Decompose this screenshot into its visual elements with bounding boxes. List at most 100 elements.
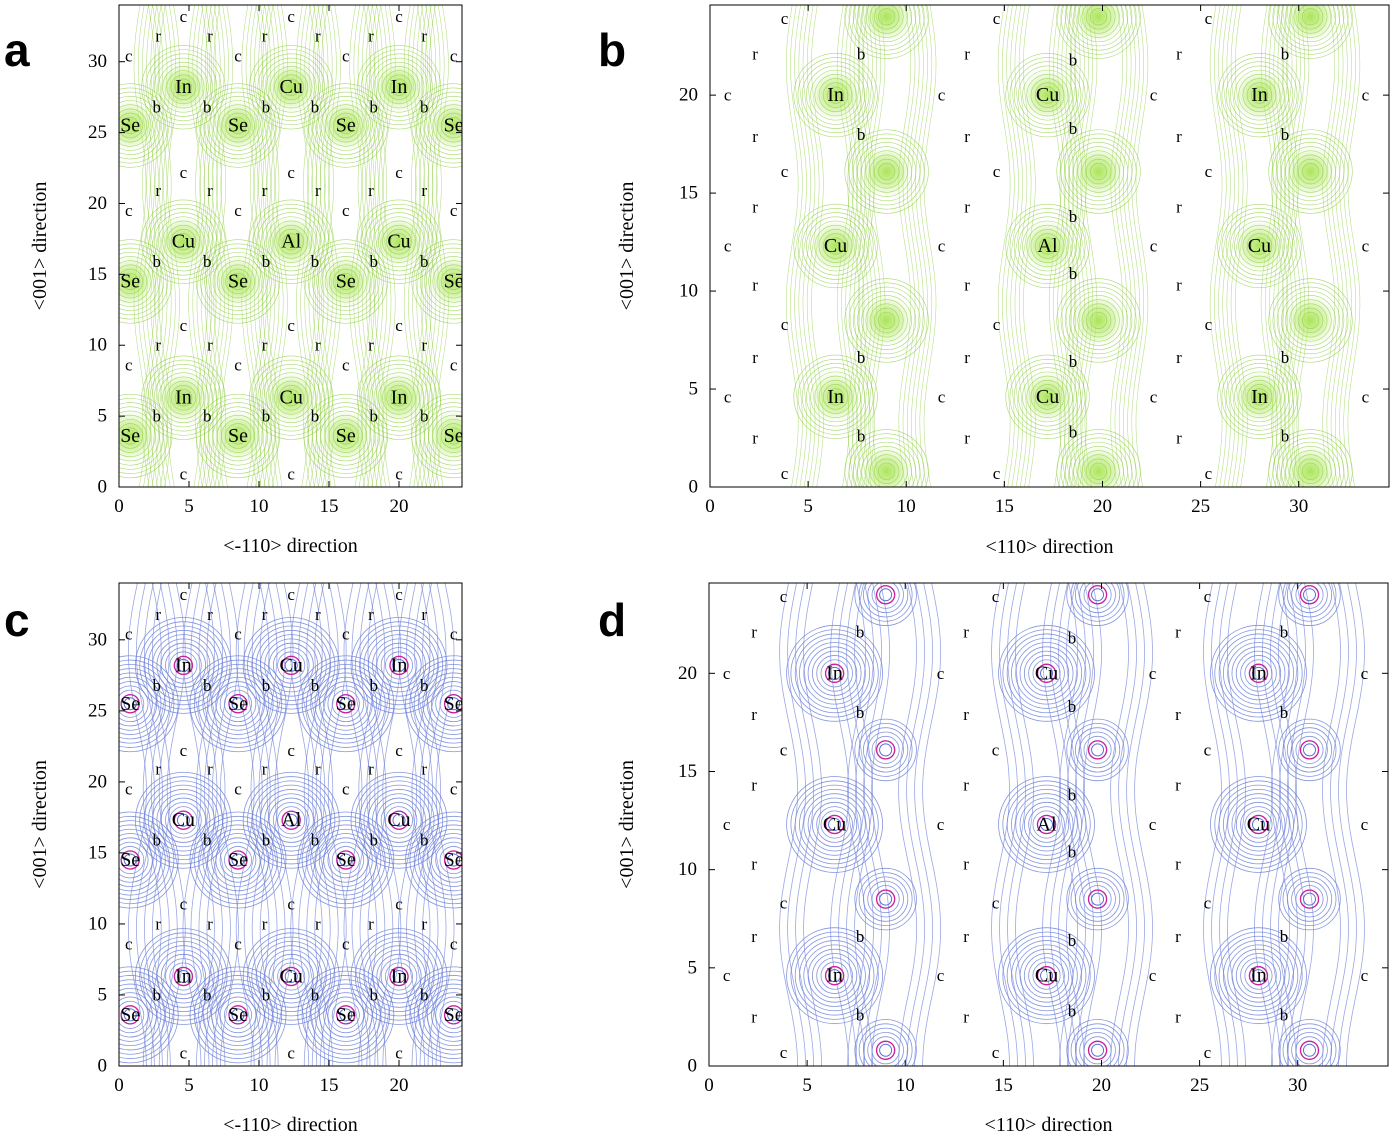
- atom-contours: [249, 199, 334, 284]
- site-label: r: [262, 760, 268, 779]
- site-label: c: [234, 356, 242, 375]
- site-label: c: [395, 741, 403, 760]
- site-label: c: [1150, 86, 1158, 105]
- site-label: c: [780, 894, 788, 913]
- site-label: b: [203, 831, 212, 850]
- site-label: b: [370, 407, 379, 426]
- atom-contours: [119, 655, 179, 753]
- atom-label: Cu: [823, 814, 846, 836]
- site-label: b: [262, 407, 271, 426]
- atom-label: Se: [228, 849, 248, 871]
- site-label: c: [937, 815, 945, 834]
- site-label: c: [180, 585, 188, 604]
- atom-contours: [411, 239, 462, 324]
- site-label: c: [234, 47, 242, 66]
- site-label: b: [311, 985, 320, 1004]
- x-axis-title: <110> direction: [986, 536, 1114, 558]
- atom-contours: [249, 45, 334, 130]
- y-tick-label: 0: [689, 477, 699, 498]
- site-label: r: [368, 914, 374, 933]
- site-label: b: [311, 676, 320, 695]
- atom-contours: [1056, 429, 1141, 487]
- atom-label: Al: [281, 231, 301, 253]
- site-label: c: [1150, 237, 1158, 256]
- site-label: r: [155, 914, 161, 933]
- site-label: c: [450, 47, 458, 66]
- atom-label: Se: [336, 1004, 356, 1026]
- site-label: b: [420, 98, 429, 117]
- site-label: b: [203, 676, 212, 695]
- atom-contours: [119, 393, 173, 479]
- y-tick-label: 25: [88, 700, 107, 721]
- atom-contours: [195, 393, 281, 479]
- site-label: c: [287, 465, 295, 484]
- site-label: b: [1069, 423, 1078, 442]
- site-label: c: [450, 356, 458, 375]
- site-label: b: [857, 348, 866, 367]
- atom-contours: [405, 655, 462, 753]
- x-tick-label: 5: [802, 1075, 812, 1096]
- y-axis-title: <001> direction: [29, 760, 51, 889]
- site-label: r: [315, 760, 321, 779]
- x-tick-label: 30: [1289, 496, 1308, 517]
- site-label: r: [963, 776, 969, 795]
- site-label: r: [751, 854, 757, 873]
- atom-label: In: [1250, 662, 1267, 684]
- atom-label: Cu: [387, 809, 410, 831]
- atom-contours: [1268, 429, 1353, 487]
- site-label: b: [1068, 931, 1077, 950]
- x-tick-label: 20: [390, 496, 409, 517]
- site-label: r: [207, 27, 213, 46]
- atom-label: Se: [120, 115, 140, 137]
- atom-contours: [195, 83, 281, 168]
- atom-label: Cu: [1035, 965, 1058, 987]
- site-label: b: [856, 623, 865, 642]
- y-tick-label: 15: [88, 264, 107, 285]
- site-label: r: [421, 760, 427, 779]
- site-label: c: [395, 465, 403, 484]
- site-label: b: [1069, 50, 1078, 69]
- atom-contours: [998, 927, 1095, 1025]
- site-label: c: [234, 201, 242, 220]
- site-label: c: [287, 1044, 295, 1063]
- site-label: c: [1205, 9, 1213, 28]
- site-label: r: [751, 623, 757, 642]
- site-label: b: [370, 985, 379, 1004]
- y-tick-label: 20: [679, 85, 698, 106]
- y-tick-label: 0: [98, 1056, 108, 1077]
- site-label: b: [153, 985, 162, 1004]
- atom-contours: [1278, 718, 1341, 782]
- site-label: c: [780, 1043, 788, 1062]
- atom-contours: [844, 129, 929, 214]
- x-tick-label: 30: [1288, 1075, 1307, 1096]
- site-label: c: [724, 237, 732, 256]
- atom-label: Cu: [172, 809, 195, 831]
- site-label: r: [963, 705, 969, 724]
- atom-label: In: [827, 386, 844, 408]
- y-tick-label: 20: [88, 193, 107, 214]
- atom-contours: [303, 393, 388, 479]
- atom-contours: [786, 927, 883, 1025]
- atom-contours: [141, 45, 226, 130]
- atom-label: Se: [444, 270, 464, 292]
- panel-letter: d: [598, 594, 626, 646]
- atom-label: Se: [120, 270, 140, 292]
- site-label: r: [207, 336, 213, 355]
- site-label: c: [234, 934, 242, 953]
- site-label: r: [155, 605, 161, 624]
- atom-label: In: [175, 387, 192, 409]
- site-label: r: [155, 181, 161, 200]
- site-label: c: [395, 163, 403, 182]
- atom-label: Se: [228, 115, 248, 137]
- atom-contours: [189, 966, 287, 1064]
- site-label: c: [342, 779, 350, 798]
- atom-contours: [134, 928, 232, 1025]
- site-label: r: [421, 181, 427, 200]
- atom-label: Se: [444, 1004, 464, 1026]
- site-label: c: [1362, 86, 1370, 105]
- site-label: c: [180, 465, 188, 484]
- x-tick-label: 15: [320, 1075, 339, 1096]
- site-label: c: [1149, 815, 1157, 834]
- atom-label: Cu: [824, 235, 847, 257]
